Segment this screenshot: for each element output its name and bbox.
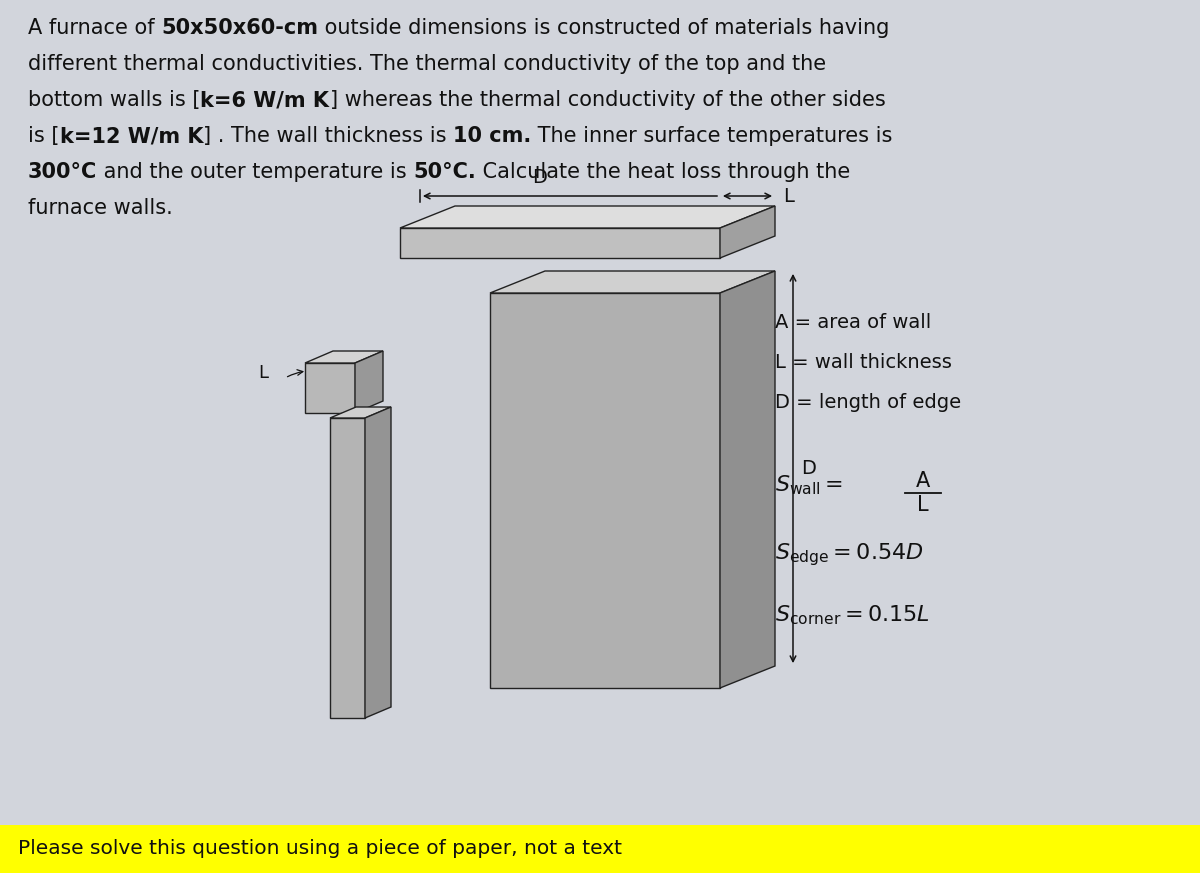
Text: 10 cm.: 10 cm. [454,126,532,146]
Text: bottom walls is [: bottom walls is [ [28,90,200,110]
Text: L: L [784,187,794,205]
Text: L = wall thickness: L = wall thickness [775,353,952,372]
Bar [0,825,1200,873]
Text: 50x50x60-cm: 50x50x60-cm [161,18,318,38]
Text: and the outer temperature is: and the outer temperature is [97,162,414,182]
Text: 50°C.: 50°C. [414,162,476,182]
Text: outside dimensions is constructed of materials having: outside dimensions is constructed of mat… [318,18,889,38]
Text: L: L [917,495,929,515]
Polygon shape [490,293,720,688]
Polygon shape [355,351,383,413]
Text: k=6 W/m K: k=6 W/m K [200,90,330,110]
Polygon shape [330,407,391,418]
Text: A: A [916,471,930,491]
Text: Please solve this question using a piece of paper, not a text: Please solve this question using a piece… [18,840,622,858]
Polygon shape [400,228,720,258]
Text: ] whereas the thermal conductivity of the other sides: ] whereas the thermal conductivity of th… [330,90,886,110]
Polygon shape [490,271,775,293]
Polygon shape [400,206,775,228]
Polygon shape [305,351,383,363]
Text: D: D [533,168,547,187]
Polygon shape [305,363,355,413]
Text: D = length of edge: D = length of edge [775,393,961,412]
Text: furnace walls.: furnace walls. [28,198,173,218]
Text: ] . The wall thickness is: ] . The wall thickness is [203,126,454,146]
Text: L: L [258,364,268,382]
Text: Calculate the heat loss through the: Calculate the heat loss through the [476,162,851,182]
Text: $S_\mathrm{wall}=$: $S_\mathrm{wall}=$ [775,473,844,497]
Polygon shape [720,206,775,258]
Text: The inner surface temperatures is: The inner surface temperatures is [532,126,893,146]
Text: $S_\mathrm{edge}=0.54D$: $S_\mathrm{edge}=0.54D$ [775,541,924,567]
Text: D: D [802,459,816,478]
Text: A = area of wall: A = area of wall [775,313,931,332]
Polygon shape [330,418,365,718]
Text: is [: is [ [28,126,60,146]
Text: $S_\mathrm{corner}=0.15L$: $S_\mathrm{corner}=0.15L$ [775,603,930,627]
Text: k=12 W/m K: k=12 W/m K [60,126,203,146]
Text: A furnace of: A furnace of [28,18,161,38]
Text: different thermal conductivities. The thermal conductivity of the top and the: different thermal conductivities. The th… [28,54,826,74]
Polygon shape [720,271,775,688]
Text: 300°C: 300°C [28,162,97,182]
Polygon shape [365,407,391,718]
